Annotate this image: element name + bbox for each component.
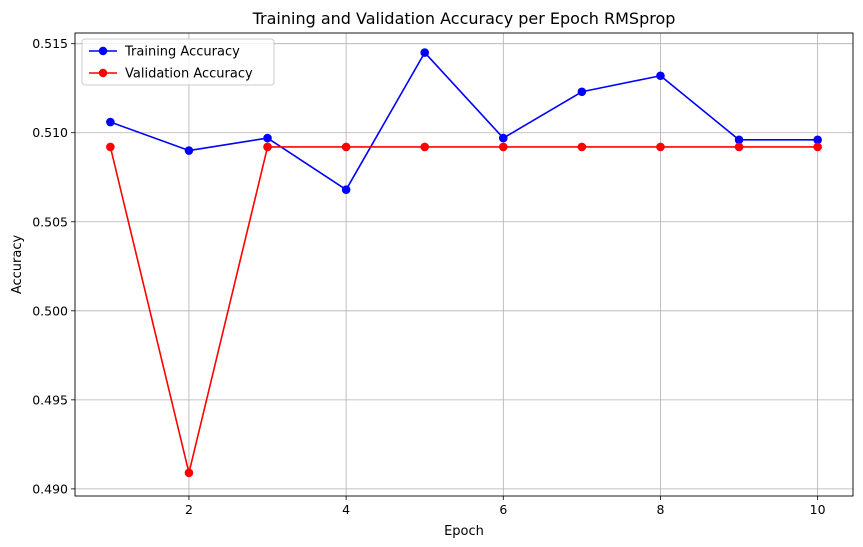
data-point: [577, 142, 587, 152]
x-tick-label: 8: [656, 502, 664, 517]
y-tick-label: 0.515: [32, 36, 68, 51]
data-point: [106, 117, 115, 127]
data-point: [263, 142, 272, 152]
data-point: [734, 142, 744, 152]
x-tick-label: 6: [499, 502, 507, 517]
data-point: [656, 142, 665, 152]
x-tick-label: 4: [342, 502, 350, 517]
chart-title: Training and Validation Accuracy per Epo…: [252, 9, 676, 28]
series-training: [106, 48, 822, 195]
grid: [75, 33, 853, 496]
data-point: [813, 142, 822, 152]
y-tick-label: 0.490: [32, 481, 68, 496]
data-point: [420, 142, 430, 152]
y-tick-label: 0.495: [32, 392, 68, 407]
legend: Training Accuracy Validation Accuracy: [81, 38, 275, 86]
legend-label-training: Training Accuracy: [124, 45, 240, 60]
data-point: [184, 146, 194, 155]
x-axis-label: Epoch: [444, 524, 484, 539]
data-point: [106, 142, 115, 152]
plot-frame: [74, 32, 854, 497]
y-tick-label: 0.505: [32, 214, 68, 229]
data-point: [813, 135, 822, 145]
x-tick-label: 2: [185, 502, 193, 517]
series-layer: [106, 48, 822, 478]
y-tick-label: 0.510: [32, 125, 68, 140]
data-point: [341, 185, 351, 195]
legend-label-validation: Validation Accuracy: [125, 67, 253, 82]
axis-ticks: 2 4 6 8 10 0.490 0.495 0.500 0.505 0.510 0.515: [32, 36, 825, 517]
data-point: [341, 142, 351, 152]
data-point: [577, 87, 587, 97]
data-point: [184, 468, 194, 478]
data-point: [734, 135, 744, 145]
series-line: [110, 51, 818, 191]
legend-box: [81, 38, 275, 86]
series-line: [109, 146, 818, 474]
data-point: [498, 142, 508, 152]
data-point: [263, 133, 272, 143]
data-point: [656, 71, 665, 81]
series-validation: [106, 142, 822, 478]
x-tick-label: 10: [810, 502, 826, 517]
data-point: [420, 48, 430, 57]
legend-marker-validation: [98, 68, 108, 78]
legend-marker-training: [98, 46, 108, 56]
y-axis-label: Accuracy: [10, 235, 25, 295]
data-point: [498, 133, 508, 143]
y-tick-label: 0.500: [32, 303, 68, 318]
